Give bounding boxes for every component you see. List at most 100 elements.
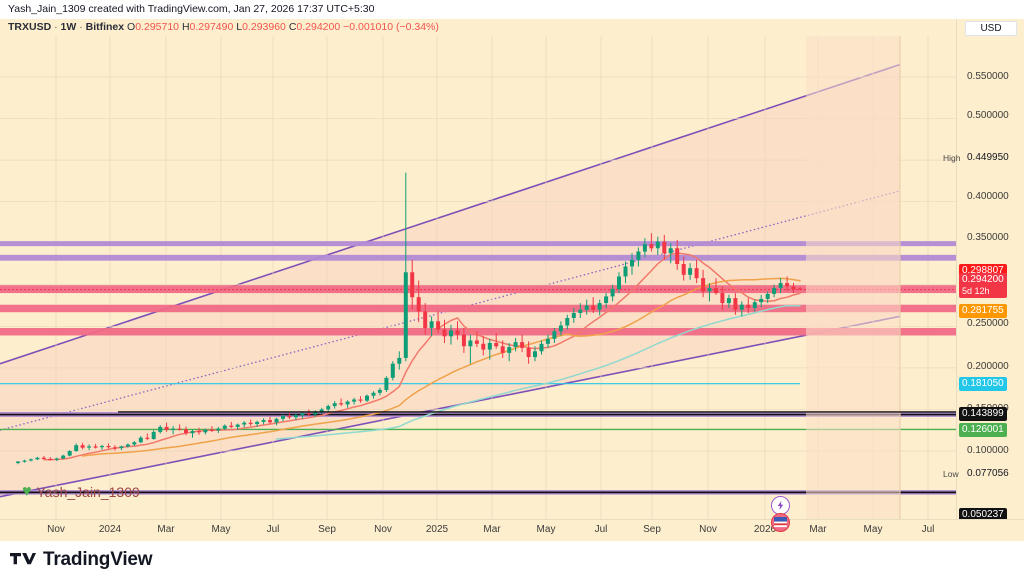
price-level-label[interactable]: 0.294200 5d 12h [959,273,1007,298]
candle-body[interactable] [171,428,176,430]
candle-body[interactable] [636,251,641,260]
candle-body[interactable] [675,248,680,264]
candle-body[interactable] [429,321,434,328]
candle-body[interactable] [365,395,369,401]
price-level-label[interactable]: 0.126001 [959,423,1007,437]
price-level-label[interactable]: 0.181050 [959,377,1007,391]
candle-body[interactable] [552,331,557,339]
candle-body[interactable] [733,298,738,310]
candle-body[interactable] [778,283,783,289]
candle-body[interactable] [132,442,137,445]
candle-body[interactable] [694,268,699,279]
candle-body[interactable] [203,429,208,433]
candle-body[interactable] [487,343,492,350]
candle-body[interactable] [714,288,718,294]
price-level-label[interactable]: 0.050237 [959,508,1007,522]
candle-body[interactable] [54,458,59,460]
candle-body[interactable] [48,458,53,461]
candle-body[interactable] [526,347,531,357]
price-band[interactable] [0,327,956,336]
candle-body[interactable] [255,421,260,424]
candle-body[interactable] [474,340,479,344]
flag-badge-icon[interactable] [771,513,790,532]
candle-body[interactable] [701,278,706,292]
candle-body[interactable] [571,313,576,318]
price-level-label[interactable]: 0.143899 [959,407,1007,421]
candle-body[interactable] [384,377,389,390]
candle-body[interactable] [67,451,72,456]
candle-body[interactable] [642,244,647,252]
candle-body[interactable] [752,302,757,308]
candle-body[interactable] [145,437,150,439]
candle-body[interactable] [306,413,311,415]
price-level-label[interactable]: 0.281755 [959,304,1007,318]
candle-body[interactable] [300,413,305,416]
candle-body[interactable] [520,342,525,348]
candle-body[interactable] [80,445,85,448]
candle-body[interactable] [604,296,609,303]
candle-body[interactable] [617,276,621,290]
candle-body[interactable] [313,411,318,415]
candle-body[interactable] [229,425,234,427]
candle-body[interactable] [158,426,163,432]
candle-body[interactable] [610,288,615,297]
candle-body[interactable] [533,351,537,358]
channel-lower-line[interactable] [0,315,901,498]
candle-body[interactable] [726,298,731,304]
price-band[interactable] [0,254,956,261]
legend-symbol[interactable]: TRXUSD [8,21,52,33]
candle-body[interactable] [138,437,143,443]
candle-body[interactable] [197,431,201,433]
candle-body[interactable] [798,288,802,290]
legend-interval[interactable]: 1W [60,21,77,33]
price-band[interactable] [0,241,956,247]
candle-body[interactable] [248,422,253,424]
candle-body[interactable] [597,303,602,310]
candle-body[interactable] [584,305,589,310]
candle-body[interactable] [623,266,628,277]
candle-body[interactable] [397,357,402,364]
candle-body[interactable] [558,325,563,332]
candle-body[interactable] [61,455,66,459]
candle-body[interactable] [22,460,27,462]
candle-body[interactable] [216,428,221,431]
candle-body[interactable] [785,283,790,287]
candle-body[interactable] [274,418,279,423]
candle-body[interactable] [461,334,466,347]
candle-body[interactable] [423,311,428,328]
candle-body[interactable] [390,363,395,378]
currency-label[interactable]: USD [965,21,1017,36]
candle-body[interactable] [164,426,169,430]
candle-body[interactable] [242,422,247,425]
candle-body[interactable] [287,416,292,418]
candle-body[interactable] [513,342,518,348]
candle-body[interactable] [765,293,770,299]
candle-body[interactable] [35,457,40,460]
candle-body[interactable] [500,346,505,353]
candle-body[interactable] [106,446,111,448]
candle-body[interactable] [235,424,240,427]
candle-body[interactable] [746,304,751,308]
candle-body[interactable] [403,272,408,358]
candle-body[interactable] [332,403,337,407]
candle-body[interactable] [87,446,92,448]
candle-body[interactable] [455,330,460,335]
candle-body[interactable] [16,461,20,463]
candle-body[interactable] [481,343,486,350]
candle-body[interactable] [416,297,421,312]
candle-body[interactable] [184,429,188,434]
candle-body[interactable] [261,420,266,422]
candle-body[interactable] [668,248,673,254]
candle-body[interactable] [293,415,298,418]
candle-body[interactable] [591,305,596,310]
candle-body[interactable] [326,406,331,410]
channel-upper-line[interactable] [0,63,901,365]
candle-body[interactable] [222,425,227,429]
candle-body[interactable] [578,309,583,313]
price-scale[interactable]: USD 0.550000 0.500000 0.400000 0.350000 0.25… [939,19,1024,522]
candle-body[interactable] [41,457,46,459]
candle-body[interactable] [125,444,130,447]
candle-body[interactable] [720,293,725,304]
candle-body[interactable] [281,416,285,419]
chart-legend[interactable]: TRXUSD · 1W · Bitfinex O0.295710 H0.2974… [0,19,956,36]
